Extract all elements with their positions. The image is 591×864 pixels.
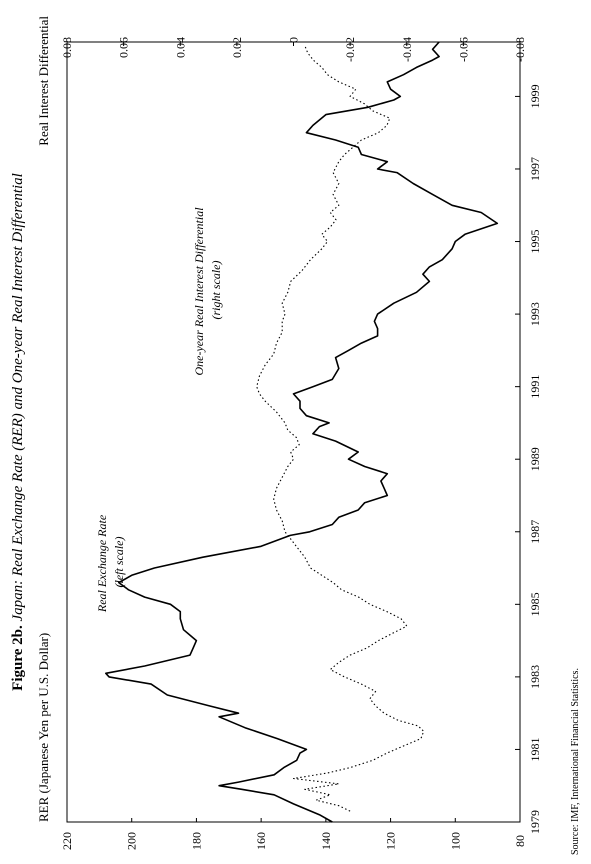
right-axis-label: Real Interest Differential xyxy=(36,16,51,146)
left-axis-ticks: 220 200 180 160 140 120 100 80 xyxy=(60,818,527,850)
left-tick-label: 180 xyxy=(189,832,203,850)
rid-annotation-line1: One-year Real Interest Differential xyxy=(192,207,206,376)
x-tick-label: 1987 xyxy=(528,520,542,544)
left-tick-label: 120 xyxy=(384,832,398,850)
rer-annotation: Real Exchange Rate (left scale) xyxy=(95,512,126,613)
x-tick-label: 1995 xyxy=(528,230,542,254)
rer-annotation-group: Real Exchange Rate (left scale) xyxy=(95,512,126,613)
right-tick-label: -0.06 xyxy=(456,37,470,62)
left-tick-label: 80 xyxy=(513,835,527,847)
x-axis-ticks: 1979 1981 1983 1985 1987 1989 1991 1993 1995 1997… xyxy=(515,84,542,834)
title-group: Figure 2b. Japan: Real Exchange Rate (RE… xyxy=(10,173,26,691)
right-tick-label: 0.04 xyxy=(173,37,187,58)
left-axis-label-group: RER (Japanese Yen per U.S. Dollar) xyxy=(36,633,51,822)
x-tick-label: 1983 xyxy=(528,665,542,689)
x-tick-label: 1981 xyxy=(528,737,542,761)
left-tick-label: 160 xyxy=(254,832,268,850)
right-axis-ticks: 0.08 0.06 0.04 0.02 0 -0.02 -0.04 -0.06 -0.08 xyxy=(60,37,527,62)
series-layer xyxy=(105,41,499,823)
x-tick-label: 1993 xyxy=(528,302,542,326)
x-tick-label: 1979 xyxy=(528,810,542,834)
left-tick-label: 220 xyxy=(60,832,74,850)
rer-annotation-line1: Real Exchange Rate xyxy=(95,514,109,613)
right-axis-label-group: Real Interest Differential xyxy=(36,16,51,146)
rid-annotation-group: One-year Real Interest Differential (rig… xyxy=(192,204,223,376)
right-tick-label: 0.02 xyxy=(230,37,244,58)
plot-frame xyxy=(66,41,521,823)
right-tick-label: -0.08 xyxy=(513,37,527,62)
rid-annotation: One-year Real Interest Differential (rig… xyxy=(192,204,223,375)
right-tick-label: -0.02 xyxy=(343,37,357,62)
x-tick-label: 1985 xyxy=(528,592,542,616)
source-note: Source: IMF, International Financial Sta… xyxy=(570,668,581,855)
chart-title-prefix: Figure 2b. xyxy=(10,625,26,691)
rid-series-line xyxy=(256,45,425,812)
rer-series-line xyxy=(105,41,499,823)
source-note-group: Source: IMF, International Financial Sta… xyxy=(570,668,581,855)
rer-annotation-line2: (left scale) xyxy=(112,537,126,588)
left-tick-label: 100 xyxy=(448,832,462,850)
left-tick-label: 140 xyxy=(319,832,333,850)
rid-annotation-line2: (right scale) xyxy=(209,261,223,320)
chart-title: Figure 2b. Japan: Real Exchange Rate (RE… xyxy=(10,173,26,691)
chart-title-text: Japan: Real Exchange Rate (RER) and One-… xyxy=(10,173,26,625)
x-tick-label: 1991 xyxy=(528,375,542,399)
x-tick-label: 1997 xyxy=(528,157,542,181)
x-tick-label: 1999 xyxy=(528,84,542,108)
right-tick-label: 0 xyxy=(287,37,301,43)
right-tick-label: 0.08 xyxy=(60,37,74,58)
x-tick-label: 1989 xyxy=(528,447,542,471)
right-tick-label: 0.06 xyxy=(117,37,131,58)
left-axis-label: RER (Japanese Yen per U.S. Dollar) xyxy=(36,633,51,822)
left-tick-label: 200 xyxy=(125,832,139,850)
right-tick-label: -0.04 xyxy=(400,37,414,62)
